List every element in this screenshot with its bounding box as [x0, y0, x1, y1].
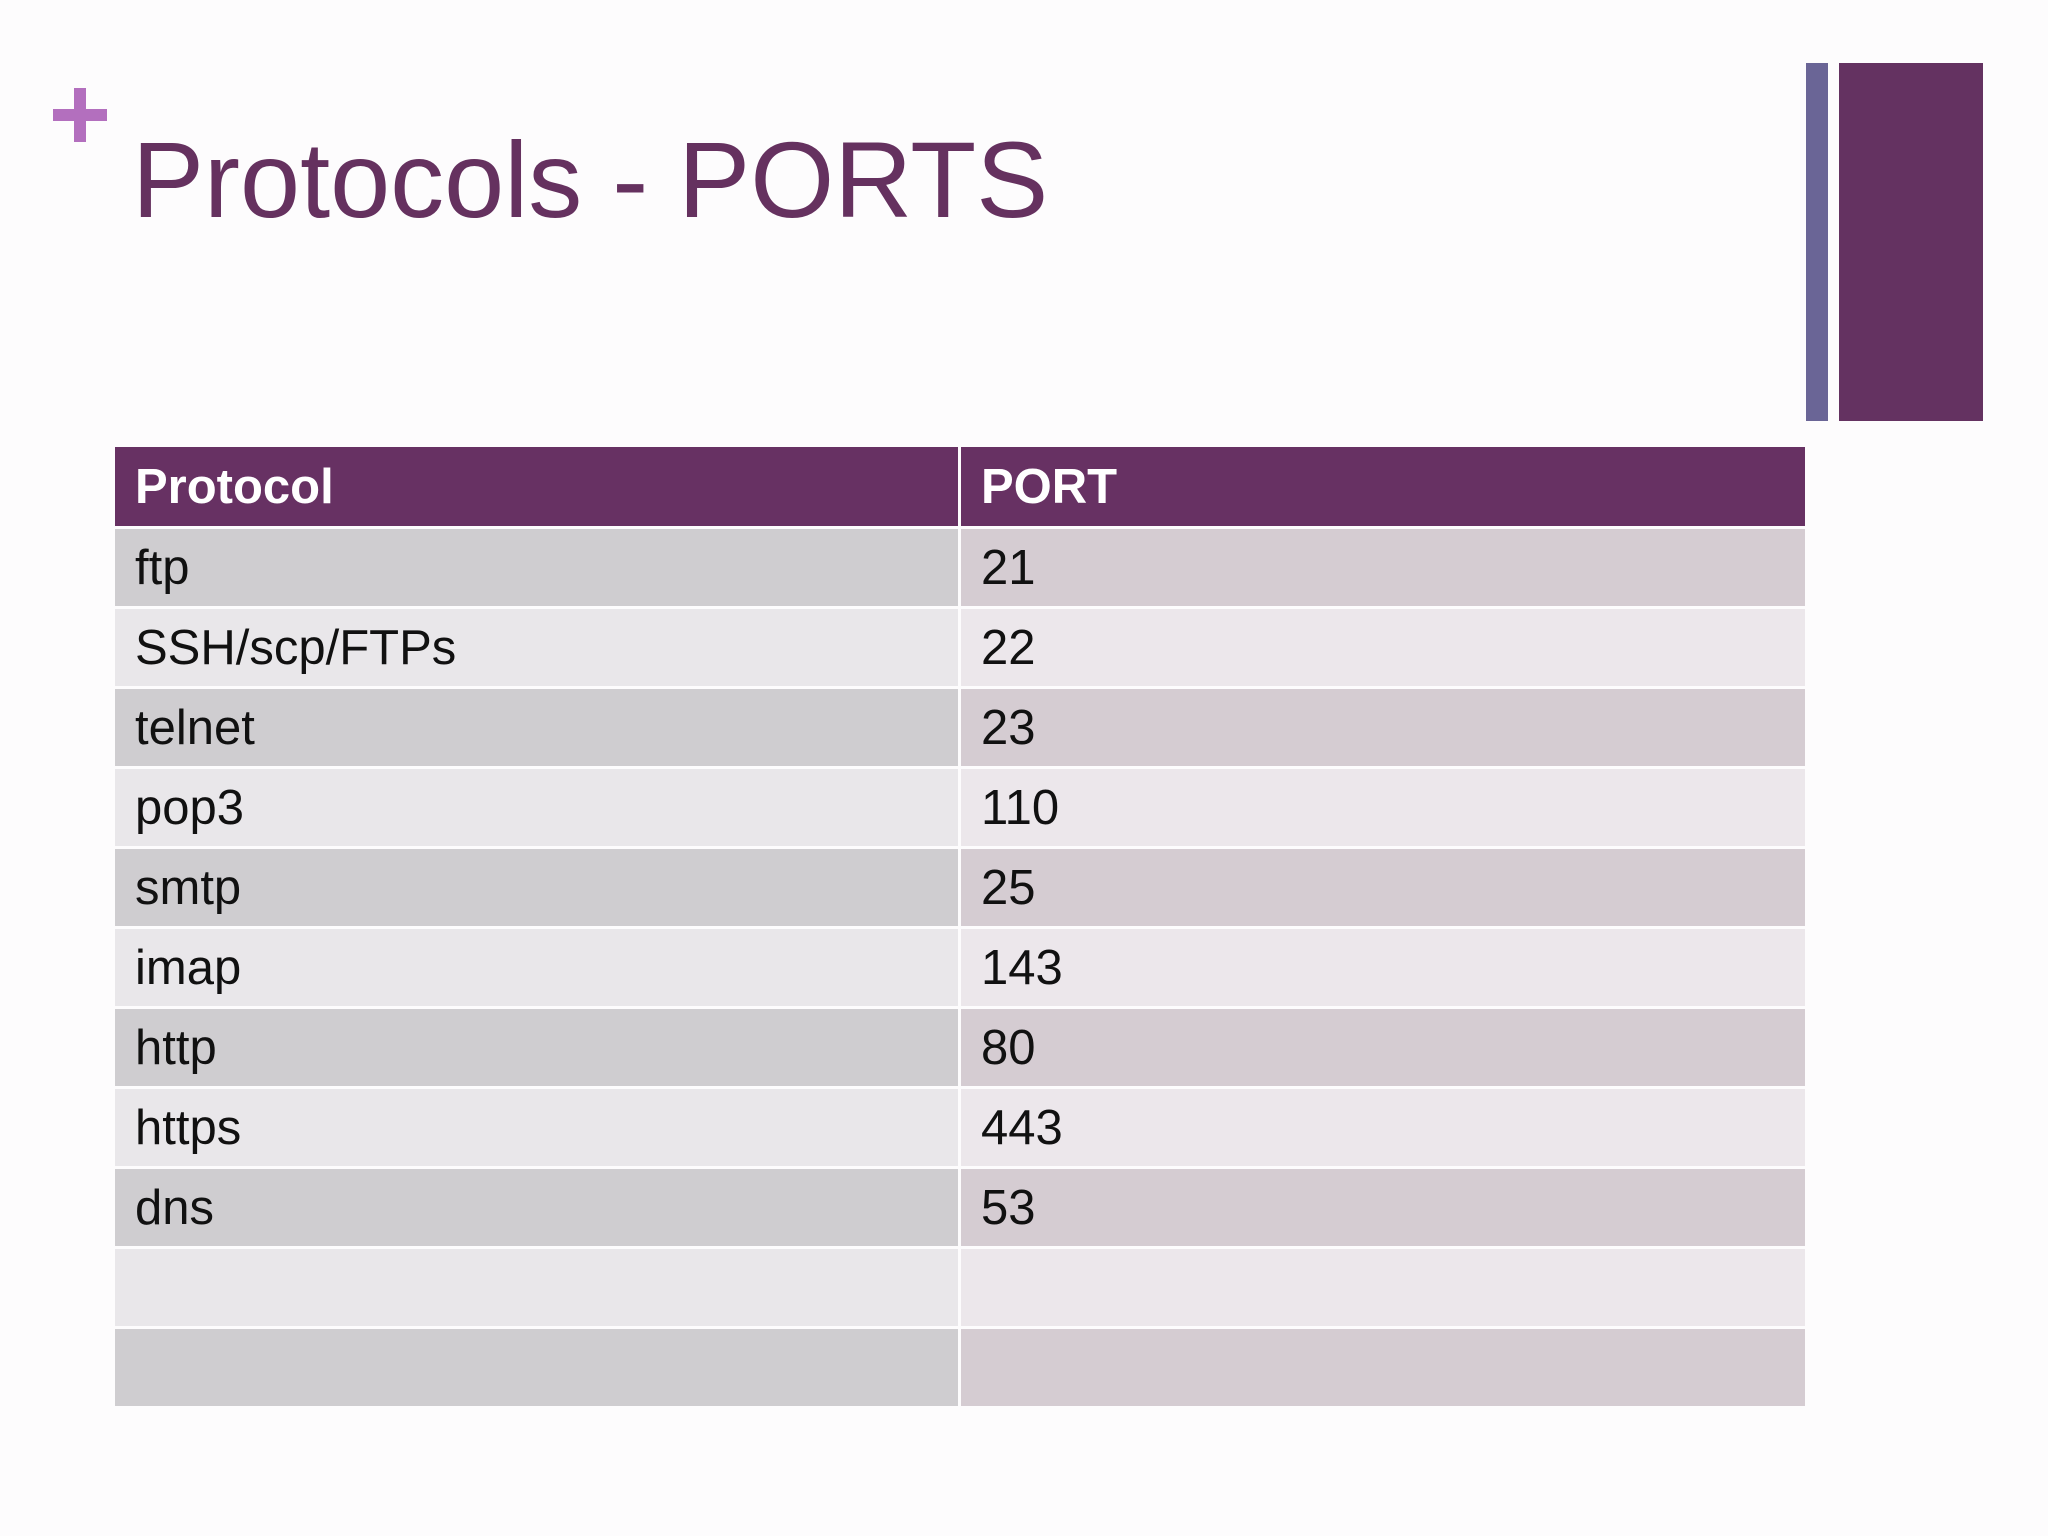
port-cell	[958, 1326, 1808, 1409]
port-cell: 22	[958, 606, 1808, 689]
protocol-cell: http	[112, 1006, 961, 1089]
port-cell	[958, 1246, 1808, 1329]
protocol-cell	[112, 1326, 961, 1409]
decorative-bar-thin	[1806, 63, 1828, 421]
protocol-cell	[112, 1246, 961, 1329]
port-cell: 443	[958, 1086, 1808, 1169]
ports-table: Protocol PORT ftp 21 SSH/scp/FTPs 22 tel…	[112, 444, 1808, 1409]
table-row: http 80	[112, 1006, 1808, 1089]
table-row: pop3 110	[112, 766, 1808, 849]
table-row: smtp 25	[112, 846, 1808, 929]
protocol-cell: SSH/scp/FTPs	[112, 606, 961, 689]
slide-title: Protocols - PORTS	[132, 119, 1049, 240]
table-row	[112, 1326, 1808, 1409]
port-cell: 23	[958, 686, 1808, 769]
header-protocol: Protocol	[112, 444, 961, 529]
port-cell: 53	[958, 1166, 1808, 1249]
port-cell: 143	[958, 926, 1808, 1009]
port-cell: 110	[958, 766, 1808, 849]
table-row	[112, 1246, 1808, 1329]
protocol-cell: imap	[112, 926, 961, 1009]
protocol-cell: pop3	[112, 766, 961, 849]
table-row: SSH/scp/FTPs 22	[112, 606, 1808, 689]
table-header-row: Protocol PORT	[112, 444, 1808, 529]
decorative-bar-thick	[1839, 63, 1983, 421]
protocol-cell: https	[112, 1086, 961, 1169]
port-cell: 25	[958, 846, 1808, 929]
table-row: https 443	[112, 1086, 1808, 1169]
protocol-cell: smtp	[112, 846, 961, 929]
table-row: telnet 23	[112, 686, 1808, 769]
plus-icon	[53, 88, 107, 142]
table-row: ftp 21	[112, 526, 1808, 609]
port-cell: 80	[958, 1006, 1808, 1089]
header-port: PORT	[958, 444, 1808, 529]
table-row: imap 143	[112, 926, 1808, 1009]
protocol-cell: telnet	[112, 686, 961, 769]
protocol-cell: dns	[112, 1166, 961, 1249]
protocol-cell: ftp	[112, 526, 961, 609]
table-row: dns 53	[112, 1166, 1808, 1249]
port-cell: 21	[958, 526, 1808, 609]
